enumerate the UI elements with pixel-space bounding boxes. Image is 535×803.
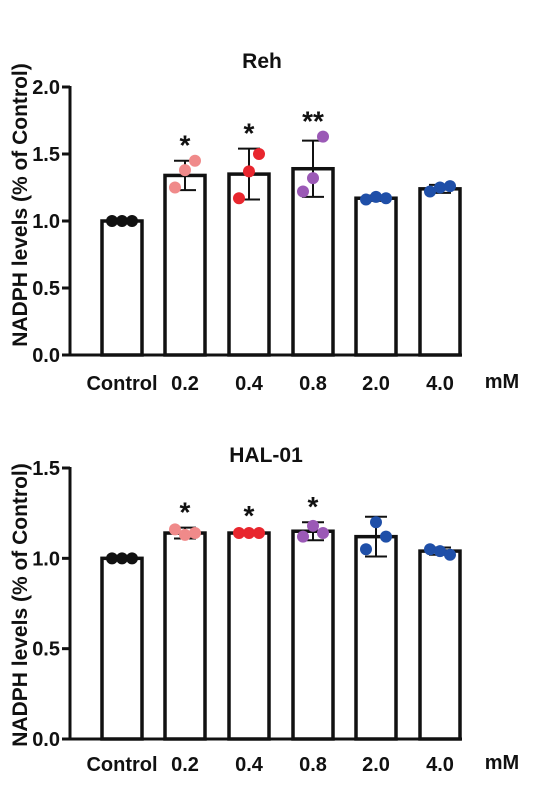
data-point-0.4-2 (243, 527, 255, 540)
chart-title: HAL-01 (229, 444, 303, 467)
significance-marker: * (244, 118, 255, 149)
x-unit-label: mM (485, 752, 519, 774)
bar-0.4 (227, 172, 271, 357)
y-tick-label: 0.5 (32, 639, 60, 661)
data-point-Control-2 (116, 552, 128, 565)
x-tick-label: 0.4 (235, 754, 264, 776)
significance-marker: * (180, 497, 191, 528)
y-tick-label: 0.5 (32, 278, 60, 300)
bar-0.4 (227, 531, 271, 741)
data-point-4.0-1 (424, 543, 436, 556)
data-point-2.0-2 (370, 516, 382, 529)
significance-marker: * (180, 130, 191, 161)
bar-Control (100, 219, 144, 357)
data-point-0.2-3 (189, 527, 201, 540)
data-point-Control-3 (126, 215, 138, 227)
data-point-4.0-1 (424, 185, 436, 198)
data-point-0.8-2 (307, 519, 319, 532)
data-point-0.8-1 (297, 185, 309, 198)
data-point-0.2-1 (169, 523, 181, 536)
data-point-0.2-2 (179, 164, 191, 177)
bar-0.2 (163, 173, 207, 357)
x-tick-label: Control (86, 754, 157, 776)
data-point-2.0-3 (380, 530, 392, 543)
data-point-0.8-3 (317, 130, 329, 143)
bar-0.8 (291, 529, 335, 741)
data-point-0.8-3 (317, 527, 329, 540)
data-point-4.0-3 (444, 180, 456, 193)
bar-4.0 (418, 187, 462, 357)
y-tick-label: 2.0 (32, 77, 60, 99)
data-point-0.4-1 (233, 527, 245, 540)
y-tick-label: 0.0 (32, 729, 60, 751)
chart-title: Reh (242, 50, 282, 73)
data-point-0.8-2 (307, 172, 319, 185)
data-point-2.0-1 (360, 543, 372, 556)
bar-0.2 (163, 531, 207, 741)
data-point-0.4-2 (243, 165, 255, 178)
significance-marker: ** (302, 106, 324, 137)
data-point-0.2-3 (189, 154, 201, 167)
chart-panel-2: HAL-01 NADPH levels (% of Control) 0.0 0.5 1… (9, 444, 519, 776)
x-unit-label: mM (485, 371, 519, 393)
x-tick-label: 4.0 (426, 373, 454, 395)
y-tick-label: 1.0 (32, 548, 60, 570)
bar-4.0 (418, 549, 462, 741)
data-point-0.4-3 (253, 148, 265, 160)
data-point-0.8-1 (297, 530, 309, 543)
data-point-Control-3 (126, 552, 138, 565)
data-point-2.0-2 (370, 190, 382, 203)
data-point-4.0-2 (434, 545, 446, 558)
y-tick-label: 0.0 (32, 345, 60, 367)
y-tick-label: 1.5 (32, 458, 60, 480)
data-point-2.0-3 (380, 192, 392, 205)
x-tick-label: 4.0 (426, 754, 454, 776)
x-tick-label: 0.2 (171, 754, 199, 776)
data-point-0.2-1 (169, 181, 181, 194)
x-tick-label: 0.8 (299, 754, 327, 776)
data-point-0.4-3 (253, 527, 265, 540)
data-point-4.0-3 (444, 548, 456, 561)
data-point-0.4-1 (233, 192, 245, 205)
x-tick-label: 0.8 (299, 373, 327, 395)
data-point-Control-1 (106, 215, 118, 227)
x-tick-label: 0.4 (235, 373, 264, 395)
data-point-4.0-2 (434, 181, 446, 194)
data-point-0.2-2 (179, 528, 191, 541)
bar-2.0 (354, 196, 398, 357)
x-tick-label: Control (86, 373, 157, 395)
chart-panel-1: Reh NADPH levels (% of Control)0.0 0.5 1.0 1… (9, 50, 519, 395)
data-point-2.0-1 (360, 193, 372, 206)
data-point-Control-2 (116, 215, 128, 227)
significance-marker: * (244, 500, 255, 531)
significance-marker: * (308, 491, 319, 522)
y-axis-label: NADPH levels (% of Control) (9, 463, 32, 747)
data-point-Control-1 (106, 552, 118, 565)
x-tick-label: 2.0 (362, 373, 390, 395)
y-tick-label: 1.0 (32, 211, 60, 233)
y-tick-label: 1.5 (32, 144, 60, 166)
bar-2.0 (354, 534, 398, 741)
x-tick-label: 0.2 (171, 373, 199, 395)
x-tick-label: 2.0 (362, 754, 390, 776)
y-axis-label: NADPH levels (% of Control) (9, 63, 32, 347)
bar-Control (100, 556, 144, 741)
